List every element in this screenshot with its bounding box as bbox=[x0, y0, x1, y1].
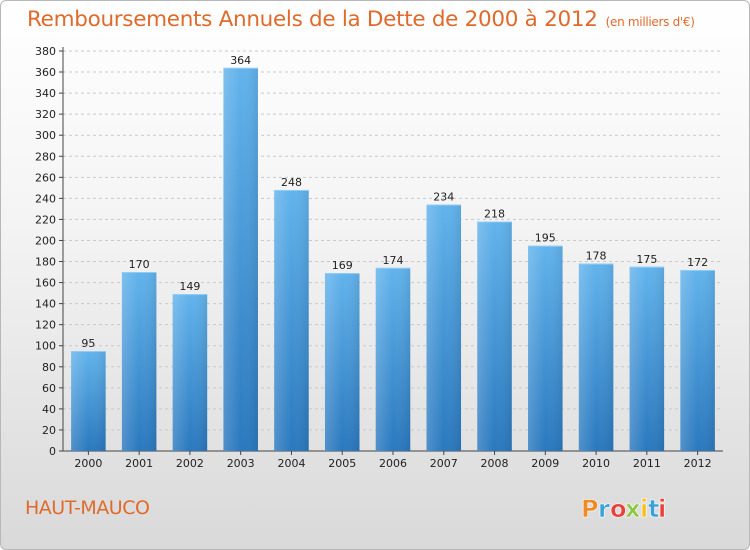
logo-letter: i bbox=[658, 495, 666, 523]
logo-letter: P bbox=[581, 495, 599, 523]
x-tick-label: 2012 bbox=[684, 457, 712, 470]
x-tick-label: 2008 bbox=[481, 457, 509, 470]
bar-shine-2001 bbox=[121, 272, 157, 451]
bar-shine-2012 bbox=[680, 269, 715, 451]
data-label: 149 bbox=[179, 280, 200, 293]
x-tick-label: 2004 bbox=[277, 457, 305, 470]
data-label: 248 bbox=[281, 176, 302, 189]
y-tick-label: 60 bbox=[42, 382, 56, 395]
y-tick-label: 360 bbox=[35, 66, 56, 79]
x-tick-label: 2006 bbox=[379, 457, 407, 470]
logo-letter: r bbox=[598, 495, 610, 523]
y-tick-label: 280 bbox=[35, 150, 56, 163]
logo-letter: i bbox=[640, 495, 648, 523]
y-tick-label: 140 bbox=[35, 298, 56, 311]
data-label: 218 bbox=[484, 208, 505, 221]
chart-subtitle: (en milliers d'€) bbox=[605, 15, 695, 29]
y-tick-label: 260 bbox=[35, 171, 56, 184]
bar-shine-2005 bbox=[324, 273, 360, 451]
bar-shine-2008 bbox=[477, 221, 512, 451]
data-label: 364 bbox=[230, 54, 251, 67]
y-tick-label: 320 bbox=[35, 108, 56, 121]
x-tick-label: 2000 bbox=[74, 457, 102, 470]
logo-letter: x bbox=[625, 495, 641, 523]
x-tick-label: 2007 bbox=[430, 457, 458, 470]
data-label: 175 bbox=[636, 253, 657, 266]
bar-shine-2010 bbox=[578, 263, 614, 451]
data-label: 169 bbox=[332, 259, 353, 272]
bar-shine-2011 bbox=[629, 266, 665, 451]
y-tick-label: 380 bbox=[35, 45, 56, 58]
y-tick-label: 0 bbox=[49, 445, 56, 458]
y-tick-label: 80 bbox=[42, 361, 56, 374]
bar-shine-2004 bbox=[274, 189, 309, 451]
x-tick-label: 2005 bbox=[328, 457, 356, 470]
y-tick-label: 200 bbox=[35, 234, 56, 247]
y-tick-label: 120 bbox=[35, 319, 56, 332]
y-tick-label: 240 bbox=[35, 192, 56, 205]
y-tick-label: 300 bbox=[35, 129, 56, 142]
data-label: 170 bbox=[129, 258, 150, 271]
logo-letter: t bbox=[648, 495, 659, 523]
data-label: 172 bbox=[687, 256, 708, 269]
y-tick-label: 340 bbox=[35, 87, 56, 100]
x-tick-label: 2009 bbox=[531, 457, 559, 470]
x-tick-label: 2011 bbox=[633, 457, 661, 470]
y-tick-label: 160 bbox=[35, 277, 56, 290]
x-tick-label: 2010 bbox=[582, 457, 610, 470]
bar-shine-2007 bbox=[426, 204, 462, 451]
data-label: 95 bbox=[81, 337, 95, 350]
x-tick-label: 2002 bbox=[176, 457, 204, 470]
y-tick-label: 220 bbox=[35, 213, 56, 226]
bar-shine-2006 bbox=[375, 267, 411, 451]
commune-name: HAUT-MAUCO bbox=[25, 497, 150, 519]
y-tick-label: 20 bbox=[42, 424, 56, 437]
data-label: 178 bbox=[586, 250, 607, 263]
y-tick-label: 100 bbox=[35, 340, 56, 353]
bar-shine-2002 bbox=[172, 294, 208, 451]
chart-title: Remboursements Annuels de la Dette de 20… bbox=[27, 7, 695, 32]
logo-letter: o bbox=[610, 495, 627, 523]
data-label: 174 bbox=[383, 254, 404, 267]
x-tick-label: 2003 bbox=[227, 457, 255, 470]
y-tick-label: 180 bbox=[35, 256, 56, 269]
bars bbox=[71, 67, 715, 451]
data-label: 195 bbox=[535, 232, 556, 245]
bar-shine-2000 bbox=[71, 351, 106, 451]
bar-shine-2009 bbox=[528, 245, 563, 451]
labels: 2000 95 2001 170 2002 149 2003 364 2004 248 2005 16… bbox=[74, 54, 711, 470]
y-tick-label: 40 bbox=[42, 403, 56, 416]
bar-shine-2003 bbox=[223, 67, 258, 451]
data-label: 234 bbox=[433, 191, 454, 204]
x-tick-label: 2001 bbox=[125, 457, 153, 470]
